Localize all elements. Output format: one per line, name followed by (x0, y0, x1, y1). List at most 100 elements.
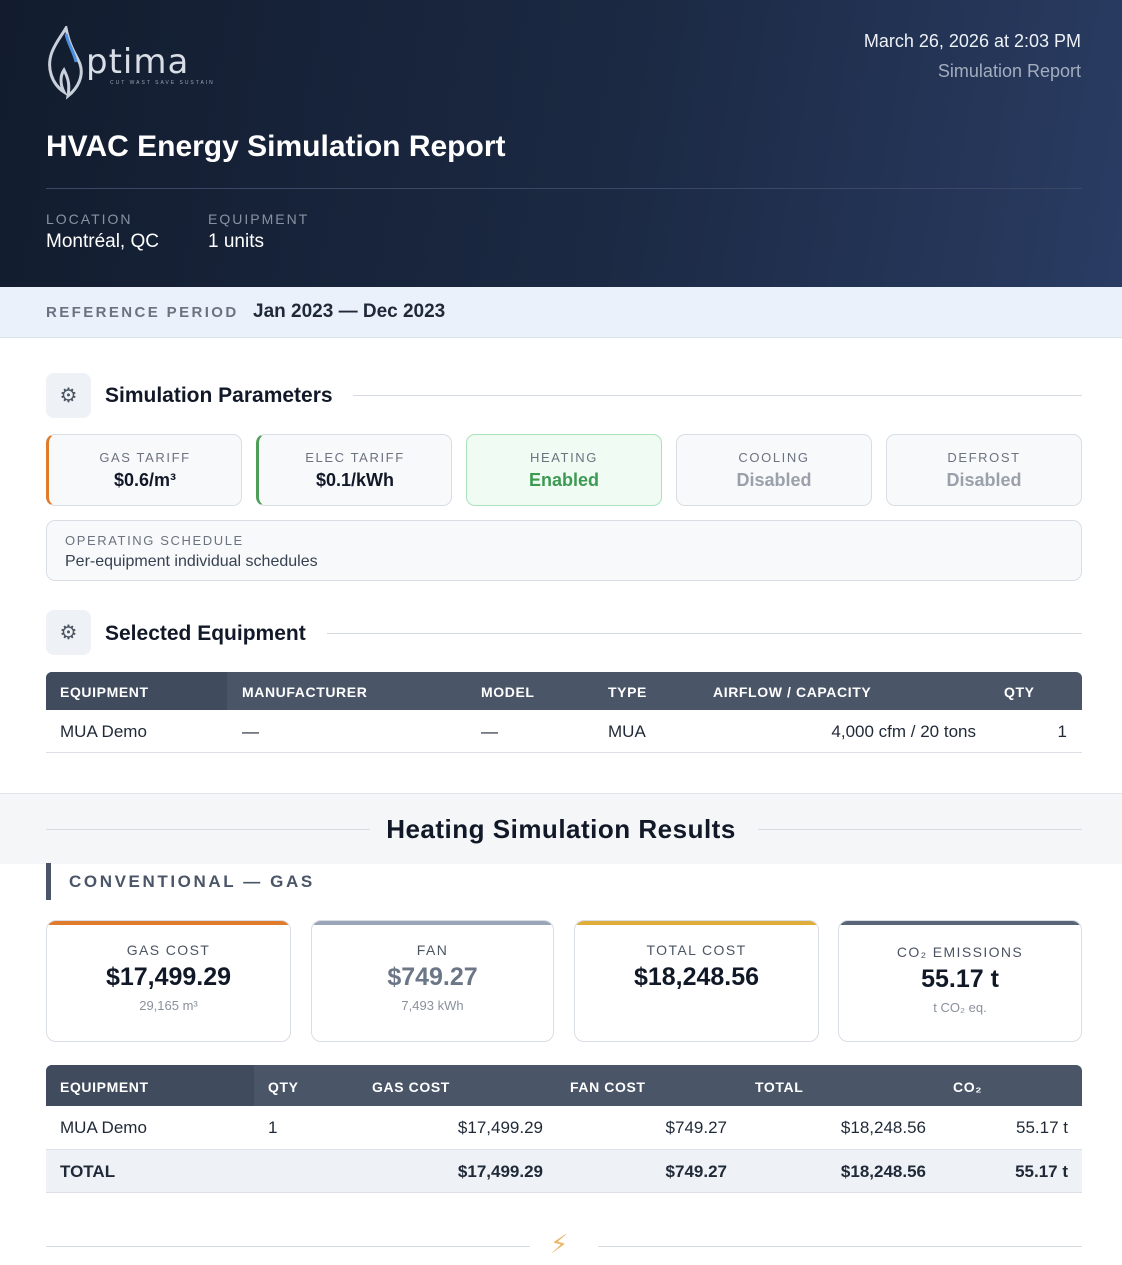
flame-logo-icon (48, 26, 83, 100)
kpi-label: GAS COST (126, 942, 211, 958)
card-value: Disabled (946, 470, 1022, 490)
kpi-sub: 29,165 m³ (139, 998, 198, 1013)
page-title: HVAC Energy Simulation Report (46, 130, 506, 163)
reference-period-label: REFERENCE PERIOD (46, 304, 239, 321)
location-value: Montréal, QC (46, 231, 159, 252)
column-header: AIRFLOW / CAPACITY (713, 684, 872, 700)
column-header: TYPE (608, 684, 647, 700)
fan-kpi: FAN $749.27 7,493 kWh (311, 920, 554, 1042)
cooling-card: COOLING Disabled (676, 434, 872, 506)
results-table-header: EQUIPMENT QTY GAS COST FAN COST TOTAL CO… (46, 1065, 1082, 1106)
gear-icon: ⚙ (46, 373, 91, 418)
section-title-parameters: Simulation Parameters (105, 384, 333, 407)
report-header: ptima CUT WAST SAVE SUSTAIN March 26, 20… (0, 0, 1122, 287)
elec-tariff-card: ELEC TARIFF $0.1/kWh (256, 434, 452, 506)
cell-qty: 1 (1057, 722, 1067, 741)
total-cost-kpi: TOTAL COST $18,248.56 (574, 920, 819, 1042)
kpi-accent-bar (47, 921, 290, 925)
kpi-label: FAN (416, 942, 449, 958)
kpi-sub: t CO₂ eq. (933, 1000, 987, 1015)
equipment-count-label: EQUIPMENT (208, 211, 310, 227)
equipment-table-header: EQUIPMENT MANUFACTURER MODEL TYPE AIRFLO… (46, 672, 1082, 710)
results-band: Heating Simulation Results (0, 793, 1122, 864)
card-label: COOLING (738, 450, 810, 465)
location-meta: LOCATION Montréal, QC (46, 211, 159, 253)
cell-fan-cost: $749.27 (665, 1118, 727, 1137)
report-subtitle: Simulation Report (937, 61, 1081, 81)
cell-manufacturer: — (242, 722, 259, 741)
card-value: $0.1/kWh (315, 470, 395, 490)
subsection-title: CONVENTIONAL — GAS (46, 863, 315, 900)
reference-period-value: Jan 2023 — Dec 2023 (253, 301, 446, 322)
column-header: FAN COST (570, 1079, 646, 1095)
cell-qty: 1 (268, 1118, 278, 1137)
cell-model: — (481, 722, 498, 741)
footer-divider-right (598, 1246, 1082, 1247)
total-total: $18,248.56 (840, 1162, 926, 1181)
equipment-count-value: 1 units (208, 231, 264, 252)
card-value: Enabled (528, 470, 599, 490)
kpi-accent-bar (312, 921, 553, 925)
card-label: ELEC TARIFF (305, 450, 405, 465)
cell-total: $18,248.56 (840, 1118, 926, 1137)
cell-airflow: 4,000 cfm / 20 tons (831, 722, 976, 741)
footer-divider-left (46, 1246, 530, 1247)
kpi-accent-bar (839, 921, 1081, 925)
column-header: TOTAL (755, 1079, 804, 1095)
results-title: Heating Simulation Results (386, 814, 736, 844)
cell-gas-cost: $17,499.29 (457, 1118, 543, 1137)
results-divider-right (758, 829, 1082, 830)
cell-equipment: MUA Demo (60, 1118, 147, 1137)
schedule-value: Per-equipment individual schedules (65, 553, 318, 570)
section-title-equipment: Selected Equipment (105, 622, 306, 645)
section-divider (353, 395, 1082, 396)
table-row: MUA Demo 1 $17,499.29 $749.27 $18,248.56… (46, 1106, 1082, 1150)
kpi-label: CO₂ EMISSIONS (896, 944, 1024, 960)
location-label: LOCATION (46, 211, 133, 227)
card-value: $0.6/m³ (113, 470, 177, 490)
column-header: GAS COST (372, 1079, 450, 1095)
kpi-accent-bar (575, 921, 818, 925)
results-divider-left (46, 829, 370, 830)
gas-tariff-card: GAS TARIFF $0.6/m³ (46, 434, 242, 506)
defrost-card: DEFROST Disabled (886, 434, 1082, 506)
kpi-value: $749.27 (387, 963, 478, 991)
table-total-row: TOTAL $17,499.29 $749.27 $18,248.56 55.1… (46, 1150, 1082, 1193)
total-label: TOTAL (60, 1162, 116, 1181)
kpi-label: TOTAL COST (646, 942, 747, 958)
kpi-sub: 7,493 kWh (401, 998, 464, 1013)
gear-icon: ⚙ (46, 610, 91, 655)
column-header: QTY (268, 1079, 299, 1095)
cell-type: MUA (608, 722, 646, 741)
operating-schedule-card: OPERATING SCHEDULE Per-equipment individ… (46, 520, 1082, 581)
optima-logo: ptima CUT WAST SAVE SUSTAIN (46, 26, 213, 102)
logo-wordmark: ptima (86, 42, 190, 82)
section-divider (327, 633, 1082, 634)
total-fan-cost: $749.27 (665, 1162, 727, 1181)
heating-card: HEATING Enabled (466, 434, 662, 506)
card-value: Disabled (736, 470, 812, 490)
column-header: MODEL (481, 684, 535, 700)
equipment-meta: EQUIPMENT 1 units (208, 211, 309, 253)
gas-cost-kpi: GAS COST $17,499.29 29,165 m³ (46, 920, 291, 1042)
report-date: March 26, 2026 at 2:03 PM (863, 31, 1081, 51)
header-cell-bg (46, 1065, 254, 1106)
logo-tagline: CUT WAST SAVE SUSTAIN (110, 80, 215, 86)
column-header: CO₂ (953, 1079, 983, 1095)
total-co2: 55.17 t (1015, 1162, 1068, 1181)
co2-kpi: CO₂ EMISSIONS 55.17 t t CO₂ eq. (838, 920, 1082, 1042)
column-header: MANUFACTURER (242, 684, 368, 700)
cell-equipment: MUA Demo (60, 722, 147, 741)
total-gas-cost: $17,499.29 (457, 1162, 543, 1181)
column-header: EQUIPMENT (60, 1079, 149, 1095)
schedule-label: OPERATING SCHEDULE (65, 533, 244, 548)
kpi-value: $17,499.29 (105, 963, 232, 991)
card-label: HEATING (529, 450, 599, 465)
lightning-bolt-icon: ⚡ (550, 1230, 569, 1260)
card-label: DEFROST (947, 450, 1021, 465)
cell-co2: 55.17 t (1016, 1118, 1068, 1137)
header-cell-bg (46, 672, 227, 710)
table-row: MUA Demo — — MUA 4,000 cfm / 20 tons 1 (46, 710, 1082, 753)
header-divider (46, 188, 1082, 189)
card-label: GAS TARIFF (99, 450, 191, 465)
